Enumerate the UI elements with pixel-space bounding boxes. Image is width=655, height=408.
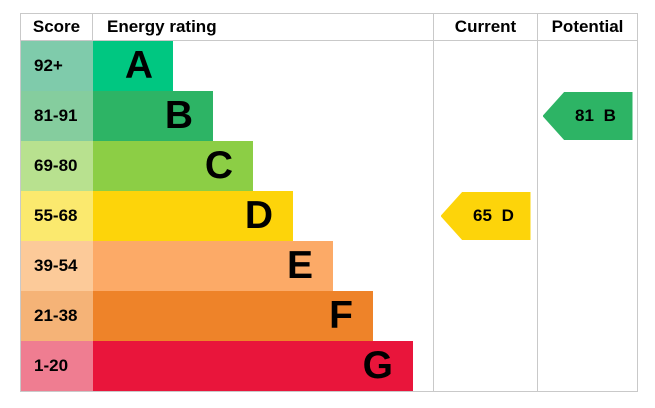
score-range-c: 69-80 [21, 141, 93, 191]
band-bar-e: E [93, 241, 333, 291]
rating-cell-f: F [93, 291, 433, 341]
band-row-d: 55-68 D 65 D [21, 191, 637, 241]
potential-cell-c [537, 141, 637, 191]
rating-cell-a: A [93, 41, 433, 91]
current-rating-arrow: 65 D [440, 192, 531, 240]
epc-table: Score Energy rating Current Potential 92… [20, 13, 638, 392]
band-bar-f: F [93, 291, 373, 341]
band-letter-b: B [164, 94, 193, 137]
header-score: Score [21, 14, 93, 40]
current-cell-c [433, 141, 537, 191]
score-range-f: 21-38 [21, 291, 93, 341]
band-letter-e: E [286, 244, 313, 287]
band-row-e: 39-54 E [21, 241, 637, 291]
current-rating-label: 65 D [473, 206, 514, 225]
band-letter-a: A [124, 44, 153, 87]
band-letter-g: G [362, 344, 393, 387]
table-header-row: Score Energy rating Current Potential [21, 14, 637, 41]
band-row-c: 69-80 C [21, 141, 637, 191]
current-cell-d: 65 D [433, 191, 537, 241]
score-range-e: 39-54 [21, 241, 93, 291]
potential-rating-label: 81 B [575, 106, 616, 125]
band-row-f: 21-38 F [21, 291, 637, 341]
header-potential: Potential [537, 14, 637, 40]
rating-cell-g: G [93, 341, 433, 391]
current-cell-b [433, 91, 537, 141]
current-cell-f [433, 291, 537, 341]
potential-cell-g [537, 341, 637, 391]
band-letter-f: F [329, 294, 353, 337]
score-range-d: 55-68 [21, 191, 93, 241]
band-row-a: 92+ A [21, 41, 637, 91]
potential-cell-f [537, 291, 637, 341]
band-row-g: 1-20 G [21, 341, 637, 391]
potential-cell-b: 81 B [537, 91, 637, 141]
score-range-g: 1-20 [21, 341, 93, 391]
band-letter-d: D [244, 194, 273, 237]
header-current: Current [433, 14, 537, 40]
potential-cell-d [537, 191, 637, 241]
band-bar-b: B [93, 91, 213, 141]
potential-cell-e [537, 241, 637, 291]
rating-cell-e: E [93, 241, 433, 291]
header-energy-rating: Energy rating [107, 17, 217, 36]
band-row-b: 81-91 B 81 B [21, 91, 637, 141]
rating-cell-d: D [93, 191, 433, 241]
rating-cell-b: B [93, 91, 433, 141]
current-cell-e [433, 241, 537, 291]
band-bar-c: C [93, 141, 253, 191]
potential-rating-arrow: 81 B [542, 92, 633, 140]
current-cell-a [433, 41, 537, 91]
band-bar-a: A [93, 41, 173, 91]
current-cell-g [433, 341, 537, 391]
band-letter-c: C [204, 144, 233, 187]
band-bar-g: G [93, 341, 413, 391]
rating-cell-c: C [93, 141, 433, 191]
score-range-b: 81-91 [21, 91, 93, 141]
band-bar-d: D [93, 191, 293, 241]
score-range-a: 92+ [21, 41, 93, 91]
potential-cell-a [537, 41, 637, 91]
